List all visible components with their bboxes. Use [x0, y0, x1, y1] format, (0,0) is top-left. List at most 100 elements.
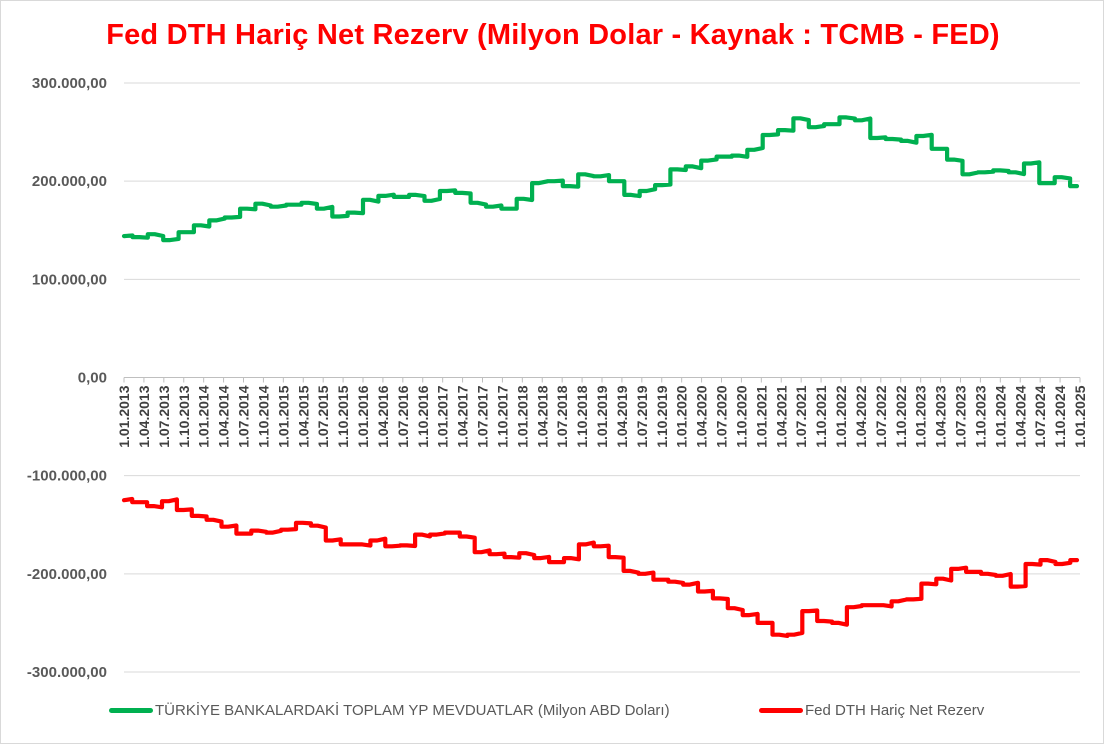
legend: TÜRKİYE BANKALARDAKİ TOPLAM YP MEVDUATLA…: [1, 702, 1104, 726]
point-deposits: [215, 219, 218, 222]
x-tick-label: 1.04.2013: [136, 385, 152, 447]
point-deposits: [199, 224, 202, 227]
point-net-reserve: [837, 621, 840, 624]
point-net-reserve: [376, 539, 379, 542]
point-net-reserve: [1046, 559, 1049, 562]
point-deposits: [983, 171, 986, 174]
point-net-reserve: [346, 543, 349, 546]
point-net-reserve: [1061, 563, 1064, 565]
point-deposits: [338, 215, 341, 218]
point-net-reserve: [763, 621, 766, 624]
point-net-reserve: [688, 583, 691, 586]
point-deposits: [430, 199, 433, 202]
point-deposits: [737, 154, 740, 157]
x-tick-label: 1.10.2016: [415, 385, 431, 447]
point-deposits: [922, 135, 925, 137]
point-net-reserve: [927, 582, 930, 585]
y-tick-label: 300.000,00: [32, 75, 107, 92]
y-axis-ticks: 300.000,00 200.000,00 100.000,00 0,00 -100.0…: [27, 75, 107, 681]
series-lines: [121, 115, 1080, 638]
x-tick-label: 1.01.2022: [833, 385, 849, 447]
legend-label-net-reserve: Fed DTH Hariç Net Rezerv: [805, 702, 985, 719]
point-net-reserve: [703, 590, 706, 593]
point-deposits: [276, 205, 279, 208]
point-deposits: [814, 126, 817, 129]
point-net-reserve: [286, 528, 289, 531]
point-net-reserve: [718, 597, 721, 600]
x-tick-label: 1.04.2019: [614, 385, 630, 447]
x-tick-label: 1.07.2016: [395, 385, 411, 447]
x-tick-label: 1.10.2017: [494, 385, 510, 447]
x-tick-label: 1.10.2014: [255, 385, 271, 447]
x-tick-label: 1.01.2017: [435, 385, 451, 447]
point-net-reserve: [152, 505, 155, 508]
x-tick-label: 1.01.2019: [594, 385, 610, 447]
point-net-reserve: [301, 521, 304, 524]
x-tick-label: 1.04.2021: [773, 385, 789, 447]
point-net-reserve: [1016, 585, 1019, 588]
x-tick-label: 1.01.2021: [753, 385, 769, 447]
point-deposits: [753, 148, 756, 151]
point-deposits: [845, 116, 848, 119]
point-net-reserve: [539, 557, 542, 560]
point-net-reserve: [971, 570, 974, 573]
x-tick-label: 1.01.2020: [674, 385, 690, 447]
point-net-reserve: [912, 598, 915, 601]
point-net-reserve: [986, 572, 989, 575]
point-net-reserve: [882, 604, 885, 607]
x-tick-label: 1.10.2018: [574, 385, 590, 447]
x-tick-label: 1.10.2023: [972, 385, 988, 447]
x-tick-label: 1.04.2015: [295, 385, 311, 447]
point-deposits: [891, 138, 894, 140]
y-tick-label: -100.000,00: [27, 468, 107, 485]
x-tick-label: 1.10.2013: [176, 385, 192, 447]
x-tick-label: 1.07.2022: [873, 385, 889, 447]
point-net-reserve: [569, 557, 572, 560]
x-tick-label: 1.07.2017: [475, 385, 491, 447]
point-deposits: [799, 117, 802, 120]
point-net-reserve: [1031, 563, 1034, 565]
legend-item-net-reserve: Fed DTH Hariç Net Rezerv: [759, 702, 984, 719]
x-tick-label: 1.10.2015: [335, 385, 351, 447]
point-deposits: [553, 180, 556, 183]
x-tick-label: 1.04.2016: [375, 385, 391, 447]
series-line-deposits: [121, 115, 1080, 243]
legend-label-deposits: TÜRKİYE BANKALARDAKİ TOPLAM YP MEVDUATLA…: [155, 702, 670, 719]
point-net-reserve: [495, 553, 498, 556]
x-tick-label: 1.04.2017: [455, 385, 471, 447]
point-net-reserve: [956, 567, 959, 570]
point-net-reserve: [480, 551, 483, 554]
point-net-reserve: [405, 544, 408, 547]
point-deposits: [906, 139, 909, 142]
point-deposits: [307, 201, 310, 204]
point-deposits: [860, 119, 863, 122]
point-net-reserve: [733, 607, 736, 610]
point-deposits: [507, 207, 510, 210]
x-tick-label: 1.01.2013: [116, 385, 132, 447]
point-net-reserve: [867, 604, 870, 607]
point-net-reserve: [659, 578, 662, 581]
point-deposits: [415, 193, 417, 196]
point-net-reserve: [674, 580, 676, 583]
gridlines: [124, 82, 1080, 673]
x-tick-label: 1.10.2021: [813, 385, 829, 447]
x-tick-label: 1.04.2018: [534, 385, 550, 447]
point-deposits: [722, 155, 725, 158]
point-deposits: [1029, 162, 1032, 165]
point-deposits: [1045, 182, 1048, 185]
y-tick-label: -200.000,00: [27, 566, 107, 583]
point-deposits: [184, 231, 187, 234]
point-deposits: [661, 184, 663, 187]
point-net-reserve: [271, 531, 274, 534]
point-deposits: [246, 207, 248, 210]
point-net-reserve: [584, 543, 587, 546]
x-tick-label: 1.04.2024: [1012, 385, 1028, 447]
series-line-net-reserve: [121, 496, 1080, 638]
x-tick-label: 1.10.2019: [654, 385, 670, 447]
point-net-reserve: [182, 509, 185, 511]
point-net-reserve: [554, 561, 557, 564]
point-net-reserve: [793, 633, 796, 636]
point-net-reserve: [897, 600, 900, 603]
x-tick-label: 1.10.2020: [733, 385, 749, 447]
